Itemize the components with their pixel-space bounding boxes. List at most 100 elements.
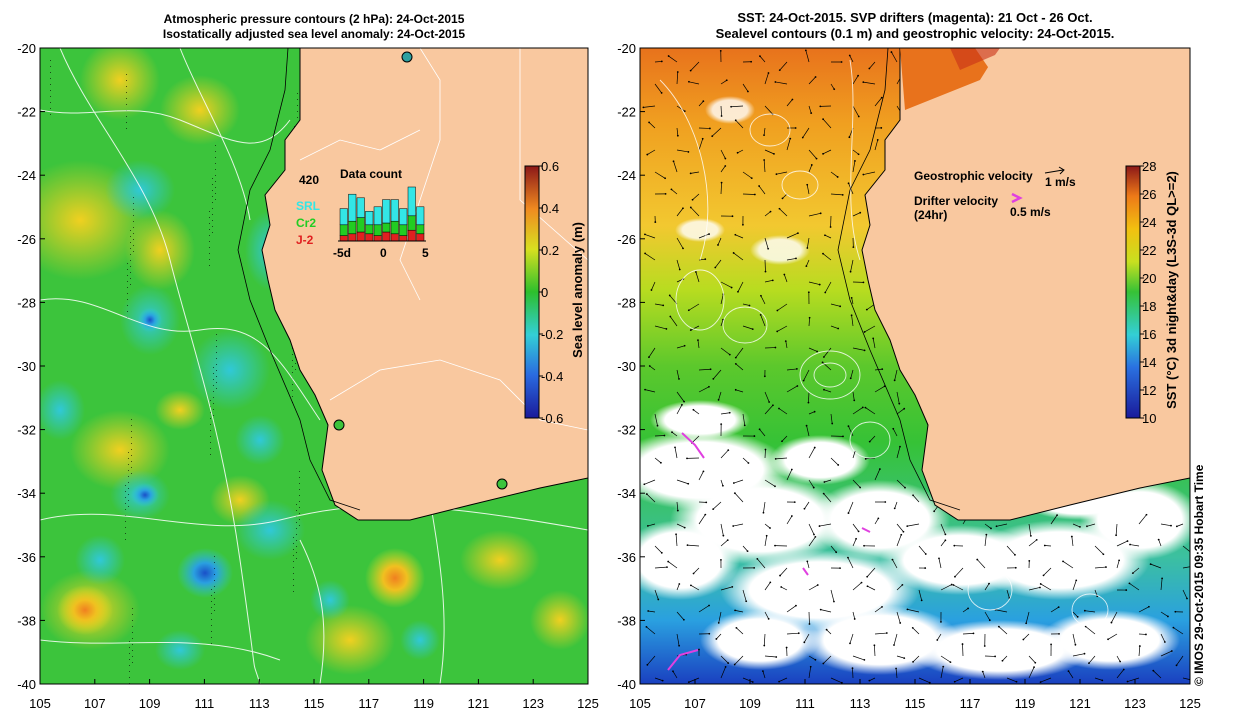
lat-tick-label: -22 [617,105,636,120]
colorbar-tick-label: 0.4 [541,201,559,216]
tide-gauge-marker [496,478,508,490]
lon-tick-label: 109 [139,696,161,711]
lon-tick-label: 119 [1015,696,1036,711]
colorbar-tick-label: 20 [1142,271,1156,286]
sla-colorbar-label: Sea level anomaly (m) [570,222,585,358]
sla-colorbar-gradient [524,165,540,419]
lat-tick-label: -36 [17,550,36,565]
sst-colorbar: 28 26 24 22 20 18 16 14 12 10 SST (°C) 3d night&d… [1125,159,1179,426]
sst-colorbar-label: SST (°C) 3d night&day (L3S-3d QL>=2) [1164,171,1179,409]
lat-tick-label: -22 [17,105,36,120]
lat-tick-label: -38 [617,613,636,628]
lat-tick-label: -28 [617,295,636,310]
colorbar-tick-label: 10 [1142,411,1156,426]
shelf-isobath [837,48,961,511]
lat-tick-label: -26 [617,232,636,247]
right-title-line2: Sealevel contours (0.1 m) and geostrophi… [715,26,1115,41]
inset-tick-neg5: -5d [333,246,351,260]
drifter-scale-label: 0.5 m/s [1010,205,1051,219]
lon-tick-label: 121 [1069,696,1091,711]
lon-tick-label: 107 [684,696,706,711]
left-map-title: Atmospheric pressure contours (2 hPa): 2… [40,12,588,42]
colorbar-tick-label: -0.6 [541,411,563,426]
lat-tick-label: -24 [17,168,36,183]
lat-tick-label: -40 [17,677,36,692]
lon-tick-label: 115 [304,696,325,711]
lat-tick-label: -32 [17,423,36,438]
sst-colorbar-gradient [1125,165,1141,419]
lon-tick-label: 117 [358,696,379,711]
lon-tick-label: 109 [739,696,761,711]
legend-cr2: Cr2 [296,216,316,230]
data-count-bars [339,186,425,242]
drifter-velocity-label: Drifter velocity [914,194,998,208]
lat-tick-label: -34 [17,486,36,501]
colorbar-tick-label: 18 [1142,299,1156,314]
lat-tick-label: -20 [17,41,36,56]
lon-tick-label: 111 [195,696,215,711]
inset-tick-5: 5 [422,246,429,260]
lat-tick-label: -36 [617,550,636,565]
lon-tick-label: 125 [577,696,599,711]
colorbar-tick-label: 14 [1142,355,1156,370]
colorbar-tick-label: 24 [1142,215,1156,230]
drifter-scale-arrow [1011,192,1023,204]
inset-tick-0: 0 [380,246,387,260]
lat-tick-label: -24 [617,168,636,183]
lat-tick-label: -40 [617,677,636,692]
colorbar-tick-label: 0.2 [541,243,559,258]
colorbar-tick-label: 26 [1142,187,1156,202]
right-map-title: SST: 24-Oct-2015. SVP drifters (magenta)… [640,10,1190,42]
lon-tick-label: 113 [850,696,871,711]
lon-tick-label: 113 [249,696,270,711]
australia-landmass [261,48,588,521]
lat-tick-label: -38 [17,613,36,628]
left-title-line2: Isostatically adjusted sea level anomaly… [162,27,466,41]
colorbar-tick-label: 22 [1142,243,1156,258]
lon-tick-label: 115 [905,696,926,711]
geostrophic-velocity-label: Geostrophic velocity [914,169,1033,183]
drifter-velocity-sub: (24hr) [914,208,947,222]
lon-tick-label: 105 [629,696,651,711]
legend-srl: SRL [296,199,320,213]
right-title-line1: SST: 24-Oct-2015. SVP drifters (magenta)… [737,10,1093,25]
geostrophic-scale-arrow [1044,169,1064,174]
lon-tick-label: 125 [1179,696,1201,711]
colorbar-tick-label: 12 [1142,383,1156,398]
svp-drifter-tracks [667,432,871,671]
lon-tick-label: 121 [468,696,490,711]
sealevel-contours [659,59,1109,627]
imos-credit: © IMOS 29-Oct-2015 09:35 Hobart Time [1192,464,1206,686]
velocity-legend: Geostrophic velocity 1 m/s Drifter veloc… [914,166,1076,222]
data-count-inset: 420 Data count SRL Cr2 J-2 -5d 0 5 [296,167,429,260]
lat-tick-label: -28 [17,295,36,310]
lon-tick-label: 105 [29,696,51,711]
geostrophic-velocity-arrows [642,49,1190,684]
lat-tick-label: -30 [617,359,636,374]
data-count-title: Data count [340,167,402,181]
lon-tick-label: 111 [795,696,815,711]
geostrophic-scale-label: 1 m/s [1045,175,1076,189]
shelf-isobath [237,48,361,511]
colorbar-tick-label: -0.4 [541,369,563,384]
tide-gauge-marker [401,51,413,63]
lon-tick-label: 123 [1124,696,1146,711]
legend-j2: J-2 [296,233,314,247]
pressure-contours [40,48,588,684]
lon-tick-label: 119 [413,696,434,711]
state-borders [299,48,588,431]
colorbar-tick-label: 0.6 [541,159,559,174]
lon-tick-label: 123 [522,696,544,711]
colorbar-tick-label: -0.2 [541,327,563,342]
australia-landmass [861,48,1190,521]
colorbar-tick-label: 28 [1142,159,1156,174]
lon-tick-label: 117 [960,696,981,711]
sla-data-dots [50,60,300,684]
right-map [640,48,1190,684]
lat-tick-label: -20 [617,41,636,56]
colorbar-tick-label: 16 [1142,327,1156,342]
left-map [40,48,588,684]
left-title-line1: Atmospheric pressure contours (2 hPa): 2… [163,12,465,26]
